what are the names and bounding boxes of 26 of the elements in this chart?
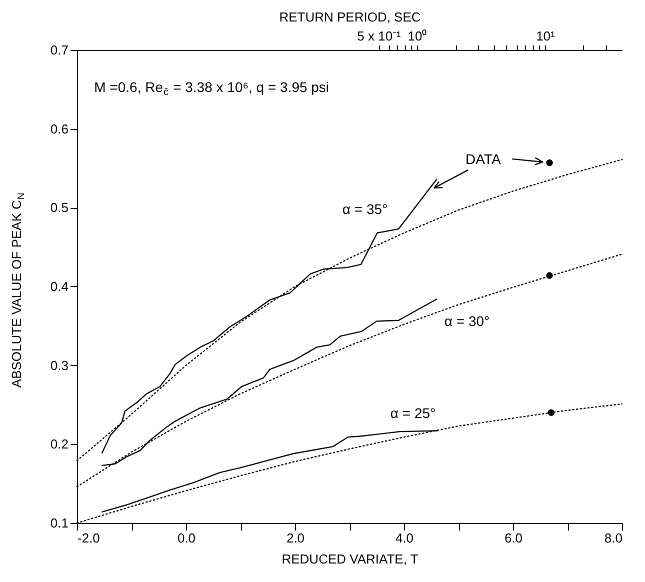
x2-tick-label: 5 x 10⁻¹ <box>357 28 402 44</box>
x2-tick-label: 10¹ <box>536 28 556 44</box>
x-axis-title: REDUCED VARIATE, T <box>282 552 418 566</box>
y-tick-label: 0.1 <box>50 516 68 530</box>
y-tick-label: 0.4 <box>50 279 68 294</box>
x-tick-label: -2.0 <box>78 530 100 546</box>
y-tick-label: 0.5 <box>50 200 68 216</box>
x-tick-label: 0.0 <box>177 530 196 546</box>
annotation: α = 25° <box>390 405 436 421</box>
x-tick-label: 8.0 <box>604 530 622 546</box>
annotation: α = 30° <box>444 313 490 329</box>
x-tick-label: 2.0 <box>286 530 305 546</box>
line-series <box>101 430 438 513</box>
annotation: α = 35° <box>342 201 388 217</box>
annotation: DATA <box>466 150 502 167</box>
line-series <box>101 298 438 466</box>
y-tick-label: 0.3 <box>50 358 68 373</box>
line-series <box>101 178 438 454</box>
x2-tick-label: 10⁰ <box>408 28 428 44</box>
x2-axis-title: RETURN PERIOD, SEC <box>279 10 421 24</box>
x-tick-label: 4.0 <box>395 530 414 546</box>
y-tick-label: 0.2 <box>50 436 68 452</box>
y-tick-label: 0.6 <box>50 121 68 136</box>
x-tick-label: 6.0 <box>504 530 523 546</box>
y-axis-title: ABSOLUTE VALUE OF PEAK CN <box>9 192 26 388</box>
y-tick-label: 0.7 <box>50 42 68 58</box>
